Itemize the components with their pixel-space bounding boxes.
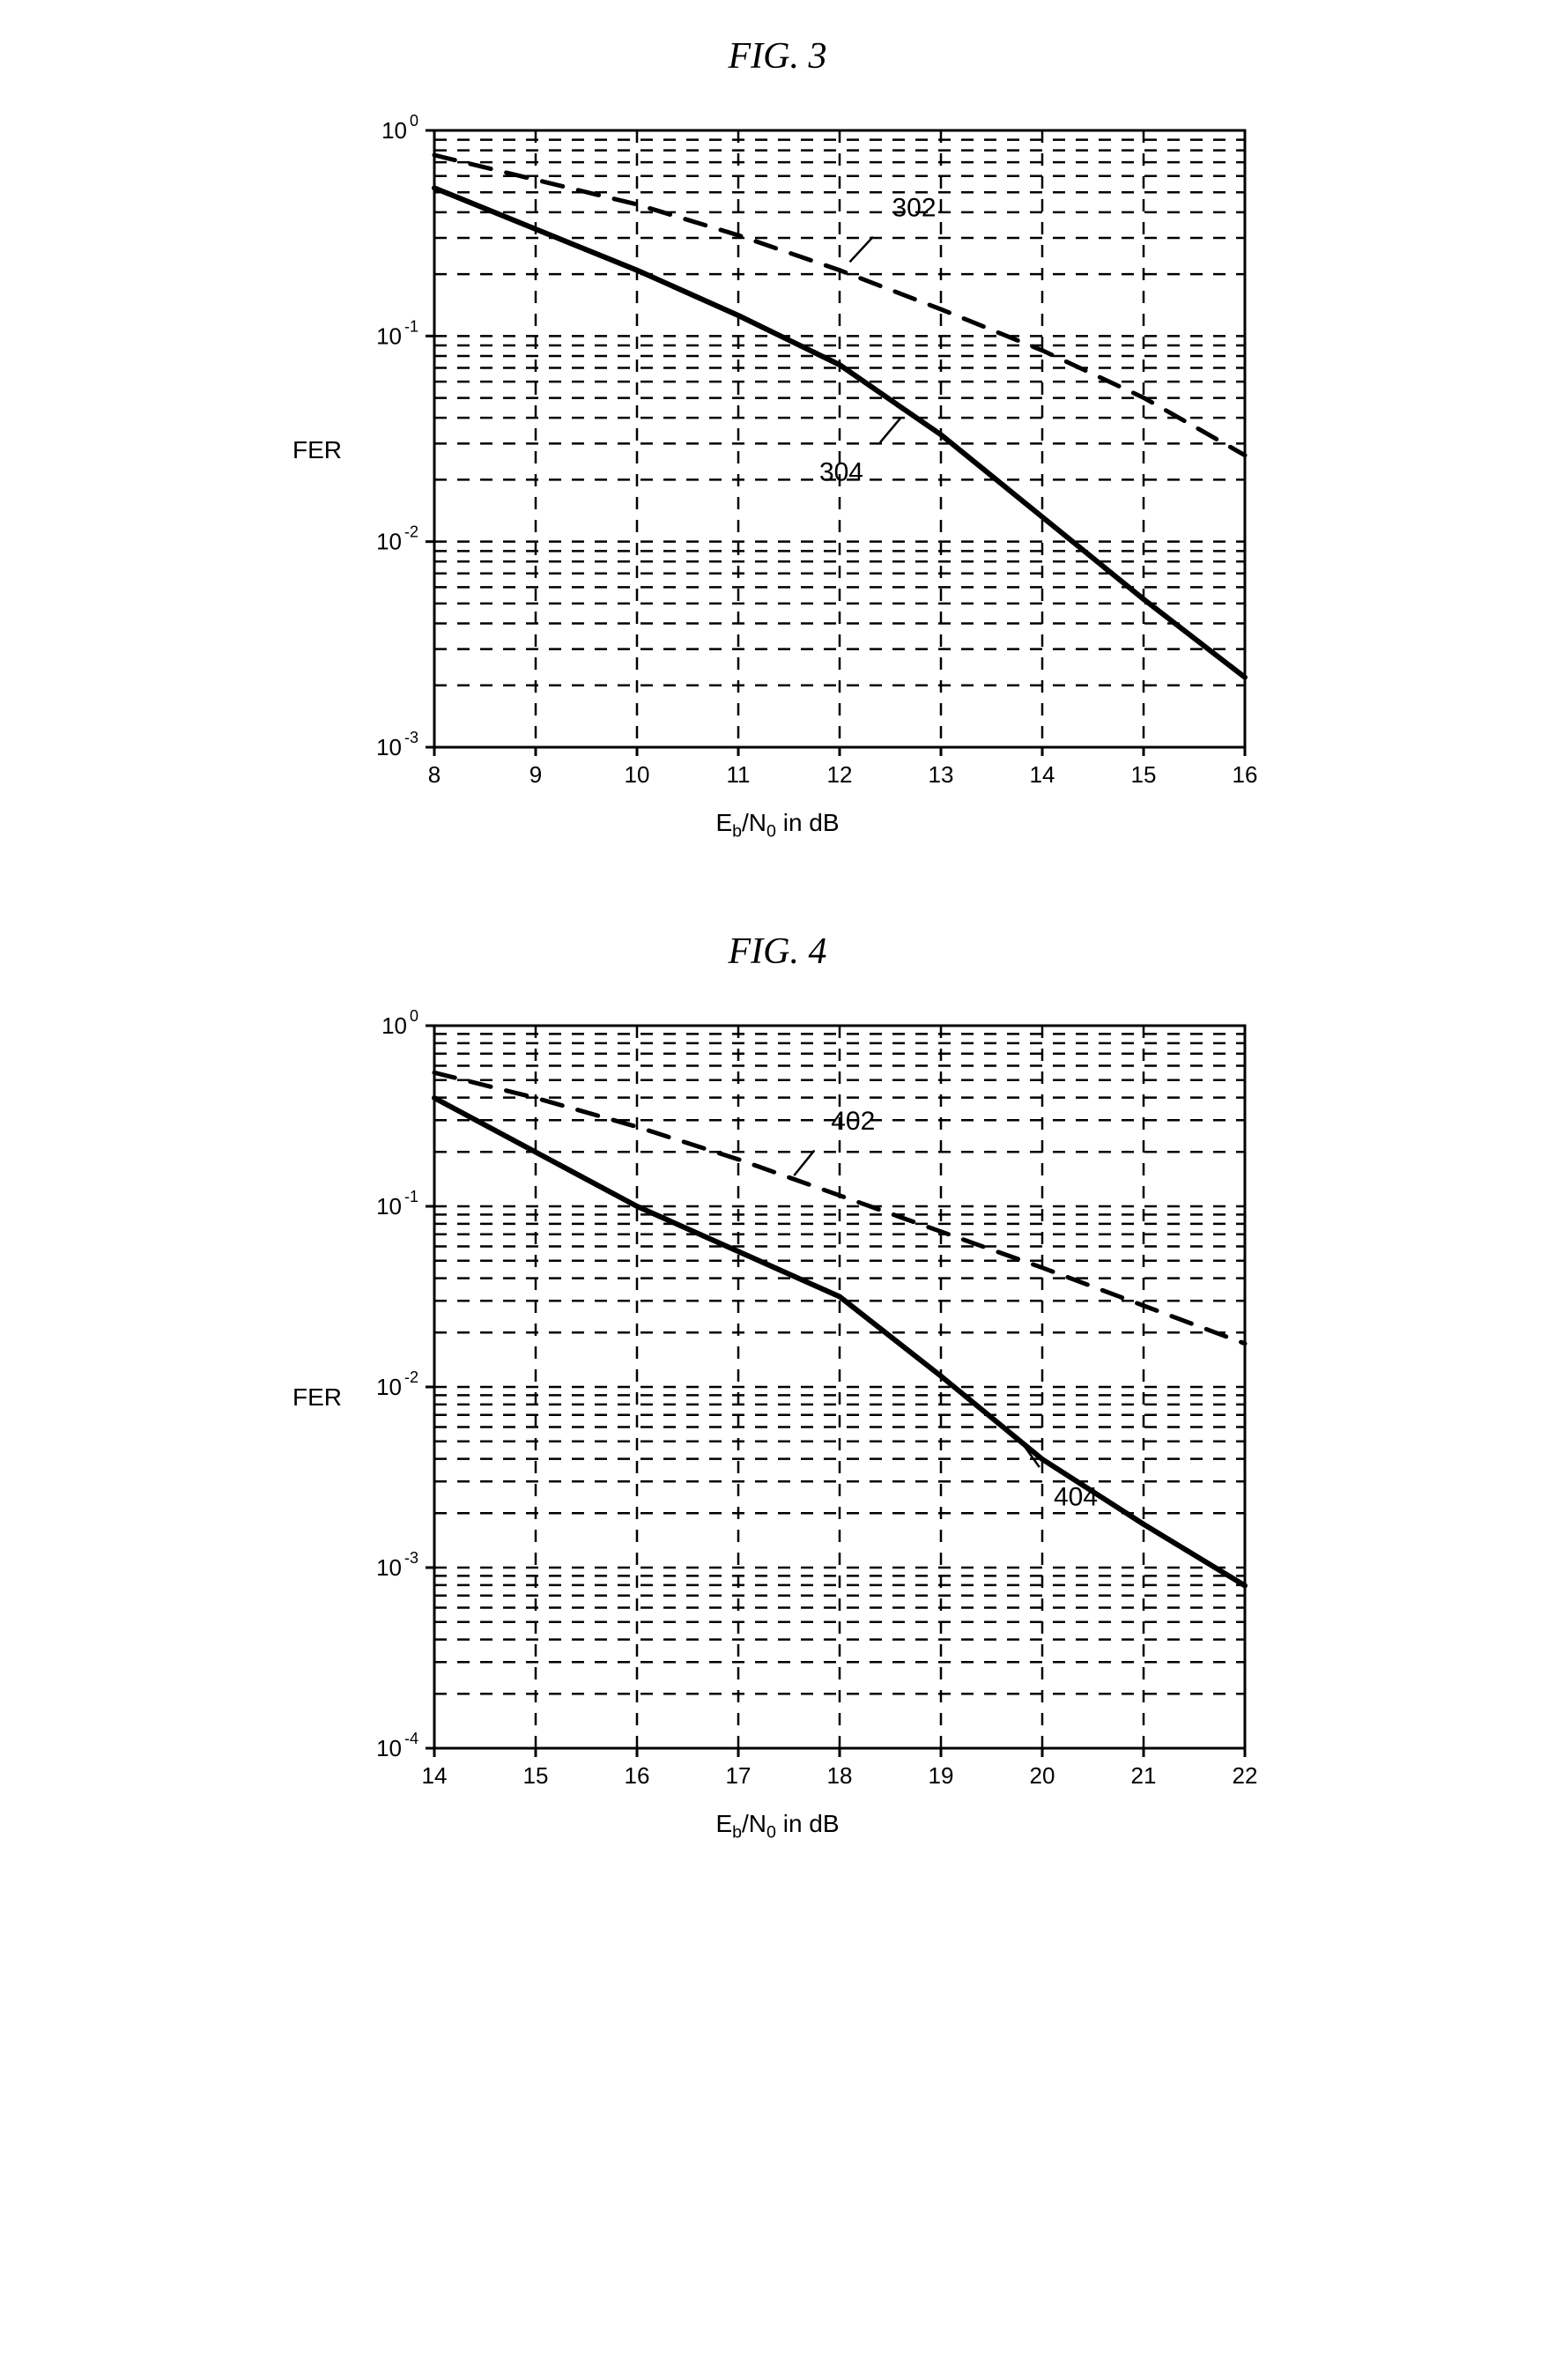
svg-text:10-2: 10-2	[376, 523, 418, 555]
figure-4: FIG. 4 FER 402 404 14 15 16 17 18 19 20 21 22 100 10…	[292, 930, 1263, 1843]
figure-4-svg: 402 404 14 15 16 17 18 19 20 21 22 100 10-1 10-2 10-3 1…	[359, 999, 1263, 1797]
svg-text:404: 404	[1054, 1482, 1098, 1511]
svg-text:22: 22	[1233, 1762, 1258, 1789]
svg-text:304: 304	[819, 457, 863, 486]
figure-3-xlabel: Eb/N0 in dB	[715, 809, 839, 842]
figure-4-chart: 402 404 14 15 16 17 18 19 20 21 22 100 10-1 10-2 10-3 1…	[359, 999, 1263, 1797]
svg-text:10-1: 10-1	[376, 317, 418, 349]
figure-3-svg: 302 304 8 9 10 11 12 13 14 15 16 100 10-1 10-2 10-3	[359, 104, 1263, 796]
svg-text:16: 16	[625, 1762, 650, 1789]
svg-text:9: 9	[529, 761, 542, 788]
svg-text:18: 18	[827, 1762, 853, 1789]
figure-3-chart: 302 304 8 9 10 11 12 13 14 15 16 100 10-1 10-2 10-3	[359, 104, 1263, 796]
svg-text:402: 402	[831, 1107, 875, 1136]
svg-text:100: 100	[381, 112, 418, 144]
figure-4-chart-row: FER 402 404 14 15 16 17 18 19 20 21 22 100 10-1 10-2 1…	[292, 999, 1263, 1797]
svg-text:10: 10	[625, 761, 650, 788]
figure-3: FIG. 3 FER 302 304 8 9 10 11 12 13 14 15 16 100 10-1…	[292, 35, 1263, 842]
figure-3-chart-row: FER 302 304 8 9 10 11 12 13 14 15 16 100 10-1 10-2 10-…	[292, 104, 1263, 796]
svg-text:16: 16	[1233, 761, 1258, 788]
svg-text:21: 21	[1131, 1762, 1157, 1789]
svg-text:11: 11	[727, 761, 751, 788]
svg-text:302: 302	[892, 193, 937, 222]
svg-text:10-3: 10-3	[376, 729, 418, 760]
figure-4-title: FIG. 4	[729, 930, 827, 973]
figure-3-title: FIG. 3	[729, 35, 827, 78]
svg-text:10-2: 10-2	[376, 1368, 418, 1400]
figure-4-xlabel: Eb/N0 in dB	[715, 1810, 839, 1843]
svg-text:8: 8	[428, 761, 441, 788]
figure-4-ylabel: FER	[292, 1383, 342, 1412]
svg-text:12: 12	[827, 761, 853, 788]
svg-text:10-1: 10-1	[376, 1188, 418, 1220]
svg-text:17: 17	[726, 1762, 752, 1789]
svg-text:13: 13	[929, 761, 954, 788]
svg-text:10-4: 10-4	[376, 1730, 418, 1761]
svg-text:20: 20	[1030, 1762, 1055, 1789]
svg-text:100: 100	[381, 1007, 418, 1039]
svg-text:19: 19	[929, 1762, 954, 1789]
svg-text:15: 15	[1131, 761, 1157, 788]
svg-text:14: 14	[422, 1762, 448, 1789]
svg-text:10-3: 10-3	[376, 1549, 418, 1581]
svg-text:14: 14	[1030, 761, 1055, 788]
svg-text:15: 15	[523, 1762, 549, 1789]
figure-3-ylabel: FER	[292, 436, 342, 464]
